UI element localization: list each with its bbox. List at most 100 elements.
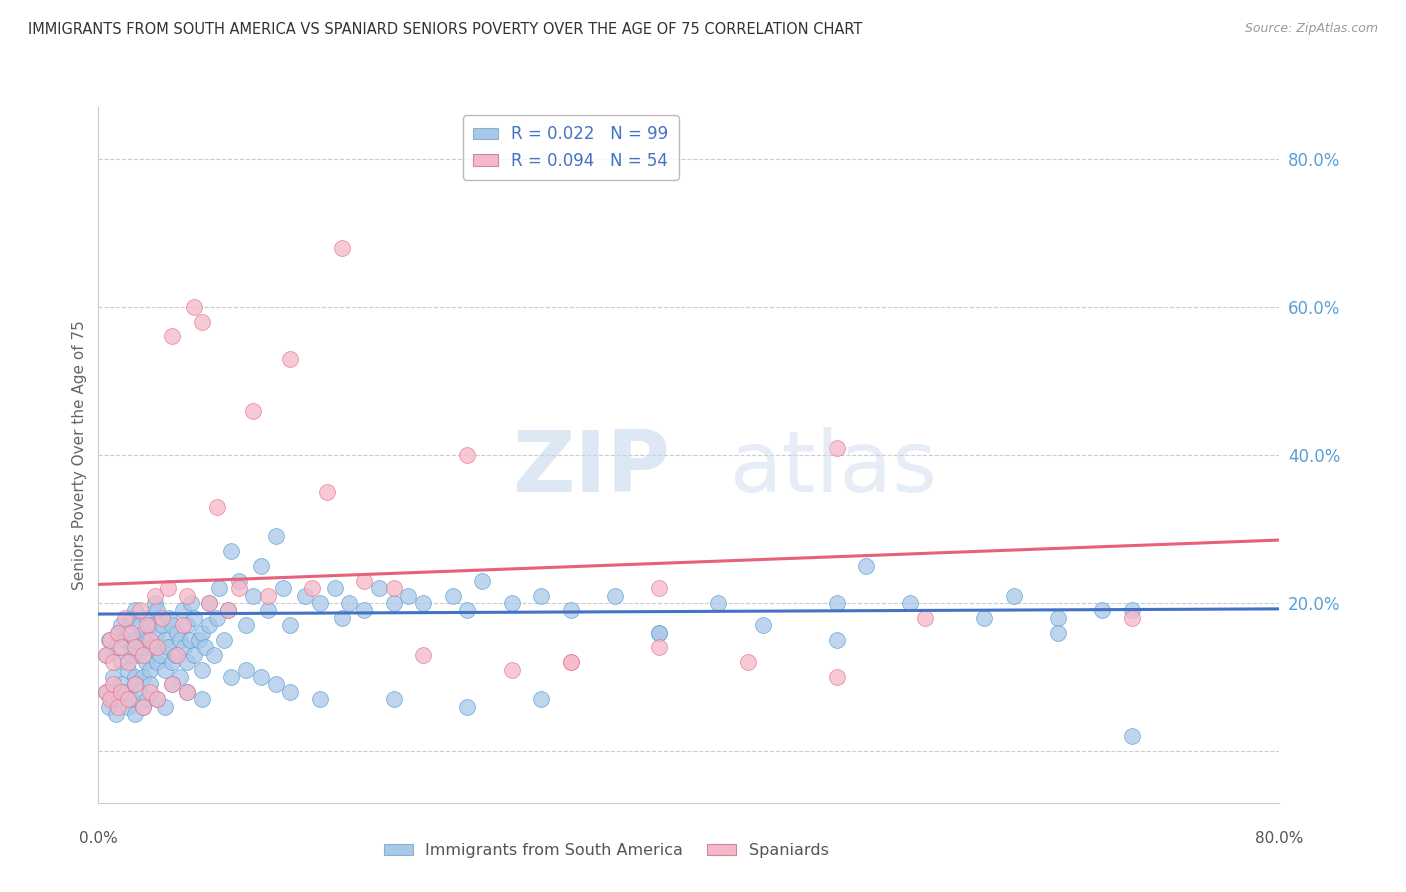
- Point: [110, 677, 132, 691]
- Point: [339, 596, 360, 610]
- Point: [94, 685, 117, 699]
- Point: [900, 596, 922, 610]
- Point: [605, 589, 627, 603]
- Point: [135, 655, 157, 669]
- Point: [560, 655, 582, 669]
- Point: [183, 611, 205, 625]
- Point: [560, 655, 582, 669]
- Point: [136, 611, 159, 625]
- Point: [191, 315, 214, 329]
- Point: [110, 655, 132, 669]
- Point: [1002, 589, 1025, 603]
- Point: [501, 596, 523, 610]
- Point: [142, 640, 165, 655]
- Point: [456, 699, 478, 714]
- Point: [323, 581, 346, 595]
- Point: [117, 625, 139, 640]
- Point: [396, 589, 419, 603]
- Point: [121, 640, 143, 655]
- Point: [132, 699, 155, 714]
- Point: [153, 663, 176, 677]
- Point: [530, 589, 553, 603]
- Point: [309, 692, 332, 706]
- Point: [117, 663, 139, 677]
- Point: [156, 581, 179, 595]
- Text: atlas: atlas: [730, 427, 938, 510]
- Point: [143, 589, 166, 603]
- Point: [205, 500, 228, 514]
- Point: [107, 625, 129, 640]
- Point: [250, 670, 273, 684]
- Point: [264, 529, 287, 543]
- Point: [114, 685, 136, 699]
- Point: [176, 685, 198, 699]
- Point: [136, 618, 159, 632]
- Point: [648, 581, 671, 595]
- Point: [120, 648, 142, 662]
- Point: [353, 603, 375, 617]
- Point: [124, 603, 146, 617]
- Point: [242, 589, 264, 603]
- Point: [132, 640, 155, 655]
- Point: [176, 618, 198, 632]
- Point: [107, 625, 129, 640]
- Point: [146, 692, 169, 706]
- Point: [105, 706, 128, 721]
- Point: [132, 699, 155, 714]
- Point: [1046, 611, 1069, 625]
- Point: [114, 611, 136, 625]
- Point: [165, 648, 187, 662]
- Point: [412, 596, 434, 610]
- Point: [117, 692, 139, 706]
- Point: [194, 640, 217, 655]
- Point: [103, 677, 125, 691]
- Point: [198, 618, 221, 632]
- Point: [825, 632, 848, 647]
- Point: [648, 625, 671, 640]
- Text: Source: ZipAtlas.com: Source: ZipAtlas.com: [1244, 22, 1378, 36]
- Point: [172, 603, 194, 617]
- Point: [382, 596, 405, 610]
- Point: [198, 596, 221, 610]
- Point: [146, 603, 169, 617]
- Point: [176, 655, 198, 669]
- Text: IMMIGRANTS FROM SOUTH AMERICA VS SPANIARD SENIORS POVERTY OVER THE AGE OF 75 COR: IMMIGRANTS FROM SOUTH AMERICA VS SPANIAR…: [28, 22, 862, 37]
- Point: [157, 611, 180, 625]
- Point: [973, 611, 995, 625]
- Point: [855, 558, 877, 573]
- Point: [228, 574, 250, 588]
- Point: [127, 648, 149, 662]
- Y-axis label: Seniors Poverty Over the Age of 75: Seniors Poverty Over the Age of 75: [72, 320, 87, 590]
- Point: [187, 632, 209, 647]
- Point: [294, 589, 316, 603]
- Legend: Immigrants from South America, Spaniards: Immigrants from South America, Spaniards: [377, 837, 835, 864]
- Point: [162, 329, 183, 343]
- Point: [139, 685, 162, 699]
- Point: [136, 692, 159, 706]
- Point: [124, 706, 146, 721]
- Point: [212, 632, 235, 647]
- Point: [149, 648, 172, 662]
- Point: [120, 692, 142, 706]
- Point: [176, 685, 198, 699]
- Point: [110, 640, 132, 655]
- Point: [94, 648, 117, 662]
- Point: [180, 596, 202, 610]
- Point: [648, 640, 671, 655]
- Point: [169, 632, 191, 647]
- Point: [98, 692, 121, 706]
- Point: [412, 648, 434, 662]
- Point: [219, 670, 242, 684]
- Point: [128, 618, 150, 632]
- Point: [1121, 729, 1143, 743]
- Point: [264, 677, 287, 691]
- Point: [228, 581, 250, 595]
- Text: ZIP: ZIP: [512, 427, 669, 510]
- Point: [110, 618, 132, 632]
- Point: [191, 625, 214, 640]
- Point: [105, 640, 128, 655]
- Point: [124, 677, 146, 691]
- Point: [166, 625, 188, 640]
- Point: [97, 699, 120, 714]
- Point: [179, 632, 201, 647]
